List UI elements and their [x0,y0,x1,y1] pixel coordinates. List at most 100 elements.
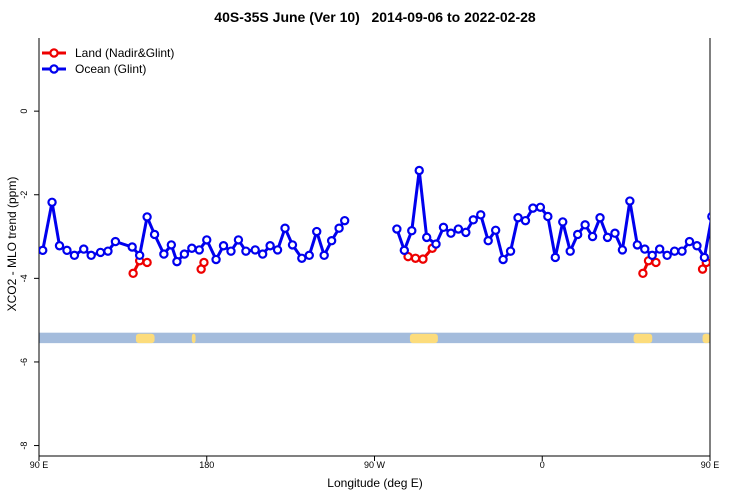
series-line-segment [494,229,505,260]
data-point [272,245,283,255]
y-tick-label: -8 [19,442,29,450]
data-point [716,230,723,237]
data-point [410,253,421,263]
series-line-segment [410,170,421,231]
series-ocean [39,165,745,267]
y-tick-label: -4 [19,274,29,282]
data-point [731,242,738,249]
data-point [142,257,152,268]
data-point [69,250,80,261]
data-point [498,254,508,265]
data-point [179,249,190,259]
data-point [95,247,106,258]
data-point [625,196,635,206]
data-point [617,245,628,255]
data-point [535,202,546,212]
data-point [446,228,456,238]
data-point [199,257,209,268]
data-point [461,227,471,238]
data-point [211,254,221,265]
series-line-segment [546,216,557,258]
data-point [707,212,710,221]
data-point [565,246,575,256]
series-line-segment [417,170,429,238]
y-tick-label: -2 [19,191,29,199]
legend-label: Land (Nadir&Glint) [75,46,174,60]
data-point [505,246,516,256]
data-point [632,240,643,250]
data-point [250,245,260,255]
series-land [128,243,710,279]
data-point [431,239,441,249]
series-line-segment [620,200,632,251]
series-line-segment [702,218,710,258]
data-point [513,213,523,223]
data-point [62,245,72,256]
series-line-segment [712,216,719,233]
data-point [194,245,204,255]
series-line-segment [719,233,726,254]
data-point [47,197,57,207]
chart-title: 40S-35S June (Ver 10) 2014-09-06 to 2022… [214,9,536,25]
data-point [738,257,745,264]
map-band [39,332,710,344]
series-line-segment [561,221,572,252]
legend-marker [49,48,59,58]
series-line-segment [41,201,54,251]
x-tick-label: 90 E [701,460,720,470]
data-point [226,246,236,256]
y-tick-label: 0 [19,109,29,114]
x-axis-label: Longitude (deg E) [327,476,423,490]
data-point [110,236,121,247]
data-point [134,250,145,261]
map-landmass [135,333,155,344]
x-tick-label: 90 E [30,460,49,470]
x-tick-label: 180 [199,460,214,470]
data-point [166,240,177,250]
data-point [490,225,501,235]
data-point [610,228,620,238]
data-point [453,224,464,234]
x-tick-label: 90 W [364,460,386,470]
data-point [319,250,329,261]
legend: Land (Nadir&Glint) Ocean (Glint) [42,46,174,76]
series-line-segment [509,217,520,252]
data-point [638,268,648,279]
data-point [684,236,695,247]
data-point [257,249,268,259]
series-line-segment [734,246,741,261]
data-point [265,241,275,251]
data-point [651,257,661,268]
series-line-segment [138,216,149,256]
data-point [304,250,314,261]
data-point [127,242,137,252]
map-landmass [633,333,653,344]
data-point [640,244,650,254]
y-tick-label: -6 [19,358,29,366]
map-landmass [191,333,196,344]
data-point [669,246,680,256]
data-point [587,231,598,242]
data-point [312,226,322,237]
data-point [233,235,244,245]
data-point [326,236,337,246]
data-point [580,220,590,230]
data-point [550,252,560,263]
data-point [468,215,478,225]
data-point [297,253,307,263]
data-point [558,217,568,227]
data-point [572,229,583,240]
data-point [414,165,424,176]
data-point [280,223,290,233]
data-point [334,223,344,233]
map-ocean [39,332,710,344]
data-point [483,236,493,246]
data-point [602,232,613,243]
data-point [128,268,138,279]
data-point [241,246,251,256]
data-point [187,243,197,253]
map-landmass [409,333,438,344]
data-point [39,245,48,256]
data-point [595,213,605,223]
